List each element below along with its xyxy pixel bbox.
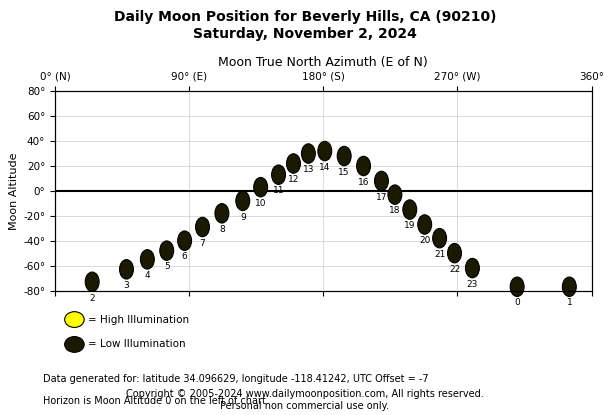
Text: Copyright © 2005-2024 www.dailymoonposition.com, All rights reserved.: Copyright © 2005-2024 www.dailymoonposit…	[126, 389, 484, 399]
Text: 1: 1	[567, 298, 572, 308]
Ellipse shape	[432, 229, 447, 248]
Ellipse shape	[301, 144, 315, 163]
Text: 9: 9	[240, 212, 246, 222]
Text: 5: 5	[164, 262, 170, 271]
Ellipse shape	[85, 272, 99, 291]
Ellipse shape	[196, 217, 209, 237]
Text: Personal non commercial use only.: Personal non commercial use only.	[220, 401, 390, 411]
Ellipse shape	[418, 215, 432, 234]
Ellipse shape	[403, 200, 417, 219]
Ellipse shape	[562, 277, 576, 296]
Ellipse shape	[160, 241, 174, 260]
Text: 16: 16	[358, 178, 369, 187]
Text: 2: 2	[90, 293, 95, 303]
Text: 22: 22	[449, 265, 460, 274]
Ellipse shape	[236, 191, 249, 210]
Text: 13: 13	[303, 165, 314, 174]
Text: 20: 20	[419, 236, 431, 245]
Text: = High Illumination: = High Illumination	[88, 315, 190, 325]
Ellipse shape	[271, 165, 285, 184]
Text: 23: 23	[467, 280, 478, 289]
Text: 18: 18	[389, 206, 401, 215]
Text: 21: 21	[434, 250, 445, 259]
Ellipse shape	[140, 250, 154, 269]
Ellipse shape	[318, 142, 332, 161]
Text: 4: 4	[145, 271, 150, 280]
Text: 17: 17	[376, 193, 387, 202]
Ellipse shape	[120, 260, 134, 279]
Text: 10: 10	[255, 199, 267, 208]
Ellipse shape	[254, 178, 268, 197]
Text: Data generated for: latitude 34.096629, longitude -118.41242, UTC Offset = -7: Data generated for: latitude 34.096629, …	[43, 374, 428, 383]
Text: 14: 14	[319, 163, 331, 172]
Ellipse shape	[178, 231, 192, 250]
Ellipse shape	[510, 277, 524, 296]
Ellipse shape	[465, 259, 479, 278]
Text: 15: 15	[339, 168, 350, 177]
Text: 0: 0	[514, 298, 520, 308]
Ellipse shape	[448, 244, 461, 263]
Ellipse shape	[337, 146, 351, 166]
Ellipse shape	[388, 185, 402, 204]
Text: Saturday, November 2, 2024: Saturday, November 2, 2024	[193, 27, 417, 41]
X-axis label: Moon True North Azimuth (E of N): Moon True North Azimuth (E of N)	[218, 56, 428, 69]
Text: Daily Moon Position for Beverly Hills, CA (90210): Daily Moon Position for Beverly Hills, C…	[113, 10, 497, 24]
Text: 7: 7	[199, 239, 206, 248]
Text: Horizon is Moon Altitude 0 on the left of chart: Horizon is Moon Altitude 0 on the left o…	[43, 396, 265, 406]
Ellipse shape	[215, 204, 229, 223]
Text: 19: 19	[404, 221, 415, 230]
Text: 6: 6	[182, 252, 187, 261]
Text: 3: 3	[124, 281, 129, 290]
Ellipse shape	[375, 171, 389, 190]
Text: 12: 12	[288, 175, 299, 184]
Text: 8: 8	[219, 225, 224, 234]
Ellipse shape	[287, 154, 300, 173]
Y-axis label: Moon Altitude: Moon Altitude	[9, 152, 19, 229]
Ellipse shape	[357, 156, 370, 176]
Text: 11: 11	[273, 186, 284, 195]
Text: = Low Illumination: = Low Illumination	[88, 339, 186, 349]
